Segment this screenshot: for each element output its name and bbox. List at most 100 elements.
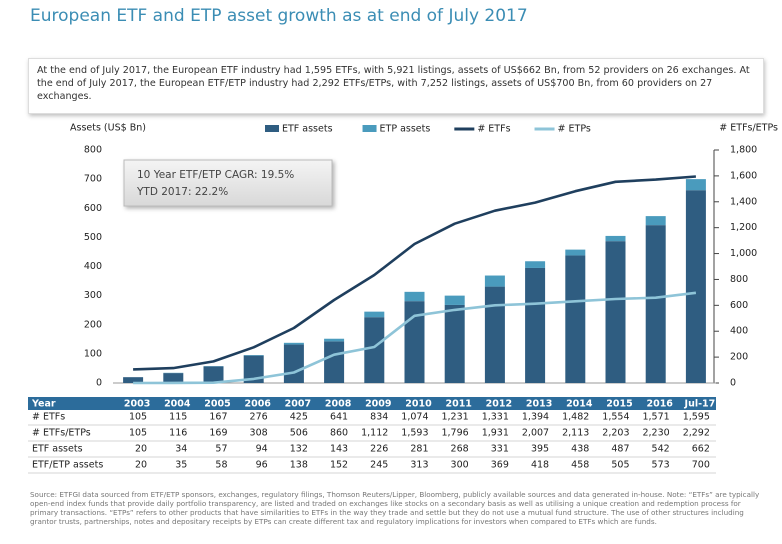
legend-label: # ETPs bbox=[558, 124, 591, 135]
table-cell: 20 bbox=[135, 444, 147, 455]
y-tick-label: 300 bbox=[84, 290, 102, 301]
bar-segment bbox=[364, 311, 385, 318]
line-series bbox=[133, 291, 697, 385]
y-tick-label: 100 bbox=[84, 348, 102, 359]
y-tick-label: 0 bbox=[96, 378, 102, 389]
table-header-label: Year bbox=[31, 399, 56, 410]
table-column-label: 2012 bbox=[486, 399, 512, 410]
table-cell: 115 bbox=[169, 412, 187, 423]
table-cell: 369 bbox=[491, 460, 509, 471]
legend-label: # ETFs bbox=[477, 124, 510, 135]
y2-tick-label: 400 bbox=[730, 326, 748, 337]
table-cell: 395 bbox=[531, 444, 549, 455]
table-column-label: 2013 bbox=[526, 399, 552, 410]
table-cell: 34 bbox=[175, 444, 187, 455]
table-cell: 300 bbox=[451, 460, 469, 471]
bar-segment bbox=[243, 355, 264, 356]
table-cell: 268 bbox=[451, 444, 469, 455]
table-column-label: 2011 bbox=[445, 399, 471, 410]
y-tick-label: 700 bbox=[84, 174, 102, 185]
table-cell: 1,112 bbox=[361, 428, 388, 439]
table-cell: 458 bbox=[571, 460, 589, 471]
table-cell: 116 bbox=[169, 428, 187, 439]
bar-segment bbox=[444, 295, 465, 305]
legend-swatch bbox=[265, 125, 279, 132]
table-cell: 418 bbox=[531, 460, 549, 471]
table-cell: 2,230 bbox=[642, 428, 669, 439]
bar-segment bbox=[324, 338, 345, 342]
table-cell: 132 bbox=[290, 444, 308, 455]
bar-segment bbox=[203, 366, 224, 383]
table-cell: 1,571 bbox=[642, 412, 669, 423]
table-cell: 20 bbox=[135, 460, 147, 471]
table-cell: 542 bbox=[652, 444, 670, 455]
y2-tick-label: 1,800 bbox=[730, 145, 757, 156]
annotation: 10 Year ETF/ETP CAGR: 19.5% bbox=[137, 169, 294, 181]
bar-segment bbox=[525, 267, 546, 383]
table-cell: 167 bbox=[209, 412, 227, 423]
table-cell: 96 bbox=[256, 460, 268, 471]
table-cell: 94 bbox=[256, 444, 268, 455]
table-cell: 834 bbox=[370, 412, 388, 423]
table-cell: 281 bbox=[410, 444, 428, 455]
table-cell: 1,796 bbox=[441, 428, 468, 439]
legend-label: ETF assets bbox=[282, 124, 333, 135]
intro-text: At the end of July 2017, the European ET… bbox=[28, 58, 764, 114]
bar-segment bbox=[685, 190, 706, 383]
table-cell: 57 bbox=[215, 444, 227, 455]
source-note: Source: ETFGI data sourced from ETF/ETP … bbox=[30, 490, 760, 526]
table-column-label: 2009 bbox=[365, 399, 391, 410]
table-cell: 313 bbox=[410, 460, 428, 471]
table-column-label: 2014 bbox=[566, 399, 593, 410]
legend-swatch bbox=[362, 125, 377, 132]
y2-tick-label: 1,200 bbox=[730, 222, 757, 233]
bar-segment bbox=[163, 373, 184, 383]
bar-segment bbox=[364, 317, 385, 383]
table-cell: 1,554 bbox=[602, 412, 629, 423]
y2-tick-label: 0 bbox=[730, 378, 736, 389]
bar-segment bbox=[444, 304, 465, 383]
table-cell: 1,331 bbox=[482, 412, 509, 423]
table-cell: 2,203 bbox=[602, 428, 629, 439]
y-tick-label: 400 bbox=[84, 261, 102, 272]
table-cell: 226 bbox=[370, 444, 388, 455]
table-cell: 331 bbox=[491, 444, 509, 455]
table-cell: 1,595 bbox=[683, 412, 710, 423]
bar-segment bbox=[404, 291, 425, 302]
table-cell: 700 bbox=[692, 460, 710, 471]
table-cell: 662 bbox=[692, 444, 710, 455]
table-header-bg bbox=[28, 397, 716, 410]
y-tick-label: 200 bbox=[84, 319, 102, 330]
table-column-label: 2004 bbox=[164, 399, 191, 410]
line-series bbox=[133, 175, 696, 371]
table-cell: 276 bbox=[250, 412, 268, 423]
bar-segment bbox=[605, 235, 626, 242]
table-cell: 105 bbox=[129, 412, 147, 423]
table-cell: 573 bbox=[652, 460, 670, 471]
bar-segment bbox=[525, 261, 546, 268]
annotation: YTD 2017: 22.2% bbox=[136, 186, 228, 198]
table-cell: 438 bbox=[571, 444, 589, 455]
table-column-label: 2003 bbox=[124, 399, 150, 410]
title: European ETF and ETP asset growth as at … bbox=[30, 6, 528, 26]
bar-segment bbox=[565, 255, 586, 383]
bar-segment bbox=[645, 225, 666, 383]
table-cell: 143 bbox=[330, 444, 348, 455]
table-row-label: ETF/ETP assets bbox=[32, 460, 103, 471]
table-cell: 1,593 bbox=[401, 428, 428, 439]
table-cell: 58 bbox=[215, 460, 227, 471]
table-column-label: 2010 bbox=[405, 399, 432, 410]
table-column-label: 2016 bbox=[646, 399, 673, 410]
bar-segment bbox=[484, 286, 505, 383]
y-tick-label: 600 bbox=[84, 203, 102, 214]
table-column-label: 2015 bbox=[606, 399, 632, 410]
table-cell: 860 bbox=[330, 428, 348, 439]
table-cell: 1,931 bbox=[482, 428, 509, 439]
y-tick-label: 500 bbox=[84, 232, 102, 243]
table-cell: 152 bbox=[330, 460, 348, 471]
bar-segment bbox=[324, 341, 345, 383]
table-cell: 245 bbox=[370, 460, 388, 471]
bar-segment bbox=[283, 342, 304, 345]
table-cell: 641 bbox=[330, 412, 348, 423]
